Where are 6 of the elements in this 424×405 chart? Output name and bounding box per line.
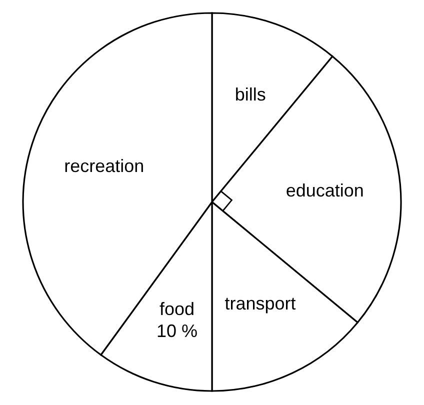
slice-label: bills (234, 84, 266, 104)
slice-label: recreation (64, 156, 144, 176)
data-label: 10 % (156, 320, 198, 341)
slice-label: education (286, 180, 364, 200)
slice-label: food (159, 298, 194, 319)
slice-label: transport (224, 294, 296, 314)
